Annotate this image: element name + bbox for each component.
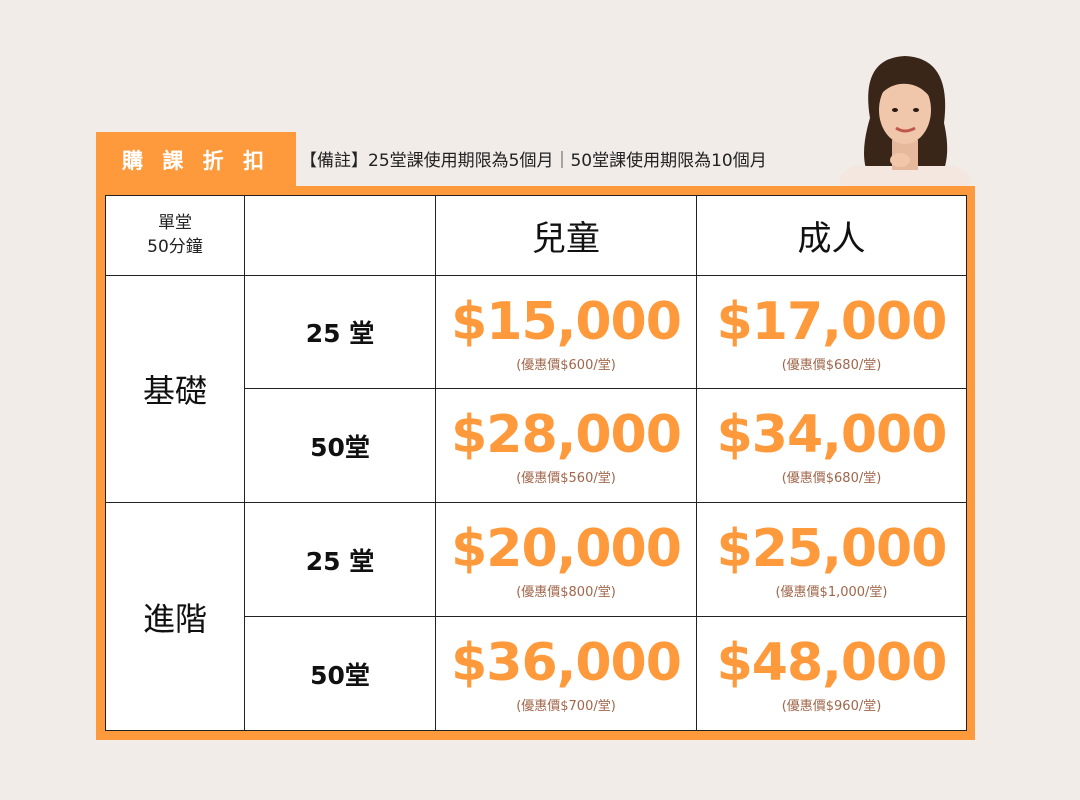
blank-header-cell xyxy=(244,195,436,276)
teacher-photo xyxy=(840,48,970,188)
price: $17,000 xyxy=(716,291,948,352)
unit-line2: 50分鐘 xyxy=(147,237,203,258)
price-cell: $17,000 (優惠價$680/堂) xyxy=(696,274,967,390)
price-cell: $25,000 (優惠價$1,000/堂) xyxy=(696,502,967,618)
table-row: 進階 25 堂 $20,000 (優惠價$800/堂) $25,000 (優惠價$1… xyxy=(105,502,967,731)
price-cell: $36,000 (優惠價$700/堂) xyxy=(435,616,697,731)
unit-cell: 單堂 50分鐘 xyxy=(105,195,245,276)
price: $25,000 xyxy=(716,519,948,580)
price-cell: $28,000 (優惠價$560/堂) xyxy=(435,388,697,504)
lesson-count: 50堂 xyxy=(244,388,436,504)
unit-price: (優惠價$560/堂) xyxy=(516,471,616,487)
unit-price: (優惠價$1,000/堂) xyxy=(775,585,888,601)
unit-price: (優惠價$960/堂) xyxy=(781,699,882,715)
table-row: 50堂 $36,000 (優惠價$700/堂) $48,000 (優惠價$960/堂… xyxy=(106,616,967,731)
unit-price: (優惠價$600/堂) xyxy=(516,357,616,373)
unit-price: (優惠價$700/堂) xyxy=(516,699,616,715)
price-cell: $20,000 (優惠價$800/堂) xyxy=(435,502,697,618)
unit-price: (優惠價$680/堂) xyxy=(781,471,882,487)
unit-price: (優惠價$680/堂) xyxy=(781,357,882,373)
price-cell: $48,000 (優惠價$960/堂) xyxy=(696,616,967,731)
pricing-table: 單堂 50分鐘 兒童 成人 基礎 25 堂 $15,000 (優惠價$600/堂) … xyxy=(105,195,967,731)
price-cell: $15,000 (優惠價$600/堂) xyxy=(435,274,697,390)
discount-tab: 購 課 折 扣 xyxy=(96,132,296,188)
table-row: 50堂 $28,000 (優惠價$560/堂) $34,000 (優惠價$680/堂… xyxy=(106,388,967,504)
lesson-count: 25 堂 xyxy=(244,274,436,390)
tier-advanced: 進階 xyxy=(105,502,245,731)
header-row: 單堂 50分鐘 兒童 成人 xyxy=(105,195,967,276)
price: $34,000 xyxy=(716,405,948,466)
lesson-count: 50堂 xyxy=(244,616,436,731)
usage-period-note: 【備註】25堂課使用期限為5個月｜50堂課使用期限為10個月 xyxy=(300,151,767,171)
price: $28,000 xyxy=(451,405,682,466)
price: $36,000 xyxy=(451,633,682,694)
price: $20,000 xyxy=(451,519,682,580)
price: $15,000 xyxy=(451,291,682,352)
unit-price: (優惠價$800/堂) xyxy=(516,585,616,601)
tier-basic: 基礎 xyxy=(105,274,245,504)
lesson-count: 25 堂 xyxy=(244,502,436,618)
price-cell: $34,000 (優惠價$680/堂) xyxy=(696,388,967,504)
column-header-children: 兒童 xyxy=(435,195,697,276)
column-header-adults: 成人 xyxy=(696,195,967,276)
table-row: 基礎 25 堂 $15,000 (優惠價$600/堂) $17,000 (優惠價$6… xyxy=(105,274,967,504)
unit-line1: 單堂 xyxy=(158,213,192,234)
price: $48,000 xyxy=(716,633,948,694)
